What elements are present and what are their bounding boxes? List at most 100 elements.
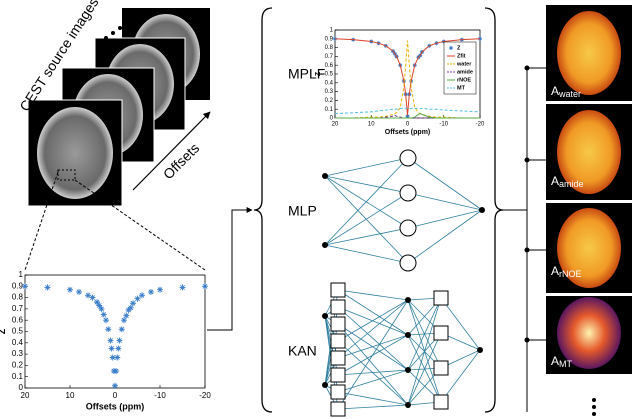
legend-label: amide bbox=[457, 69, 473, 75]
method-label: MLP bbox=[288, 203, 317, 219]
x-tick-label: -20 bbox=[476, 122, 485, 128]
node bbox=[405, 297, 411, 303]
x-tick-label: -20 bbox=[199, 391, 211, 400]
series-line bbox=[334, 38, 481, 116]
x-tick-label: 0 bbox=[406, 122, 410, 128]
y-tick-label: 0.9 bbox=[12, 281, 24, 290]
marker bbox=[67, 286, 73, 293]
edge bbox=[337, 323, 409, 406]
y-tick-label: 0.2 bbox=[325, 98, 334, 104]
marker bbox=[130, 300, 136, 307]
edge bbox=[324, 175, 409, 264]
marker bbox=[148, 288, 154, 295]
marker bbox=[113, 368, 120, 375]
marker bbox=[118, 326, 125, 333]
legend-label: Z bbox=[457, 45, 461, 51]
y-tick-label: 0.3 bbox=[325, 89, 334, 95]
legend-label: rNOE bbox=[457, 77, 471, 83]
marker bbox=[44, 284, 51, 291]
y-tick-label: 0.6 bbox=[325, 63, 334, 69]
y-tick-label: 0.1 bbox=[325, 107, 334, 113]
maps bbox=[546, 5, 632, 416]
marker bbox=[202, 283, 208, 290]
edge bbox=[324, 157, 409, 177]
y-tick-label: 0.6 bbox=[12, 315, 24, 324]
legend-label: MT bbox=[457, 85, 466, 91]
spline-unit bbox=[330, 282, 346, 298]
y-tick-label: 0.1 bbox=[12, 372, 24, 381]
spline-unit bbox=[330, 333, 346, 349]
y-tick-label: 0 bbox=[330, 116, 334, 122]
x-tick-label: 20 bbox=[332, 122, 339, 128]
edge bbox=[337, 404, 409, 410]
map-label-sub: water bbox=[558, 89, 581, 99]
y-tick-label: 0.8 bbox=[12, 293, 24, 302]
edge bbox=[337, 323, 409, 371]
brace bbox=[253, 7, 273, 413]
spline-unit bbox=[433, 325, 449, 341]
edge bbox=[440, 349, 481, 403]
edge bbox=[337, 289, 409, 336]
x-axis-label: Offsets (ppm) bbox=[86, 402, 145, 412]
marker bbox=[116, 337, 123, 344]
neuron bbox=[399, 219, 417, 237]
series-line bbox=[335, 114, 480, 119]
series-line bbox=[335, 40, 480, 119]
edge bbox=[324, 227, 409, 246]
offsets-arrow bbox=[132, 111, 211, 191]
method-label: KAN bbox=[288, 343, 317, 359]
marker bbox=[139, 292, 145, 299]
neuron bbox=[399, 149, 417, 167]
edge bbox=[337, 289, 409, 301]
y-tick-label: 0.9 bbox=[325, 36, 334, 42]
edge bbox=[337, 334, 409, 359]
spline-unit bbox=[330, 350, 346, 366]
y-axis-label: Z bbox=[315, 71, 322, 76]
edge bbox=[337, 369, 409, 376]
map-label: Awater bbox=[551, 84, 581, 99]
node bbox=[322, 173, 328, 179]
x-tick-label: -10 bbox=[439, 122, 448, 128]
marker bbox=[108, 345, 115, 352]
spline-unit bbox=[330, 367, 346, 383]
node bbox=[479, 207, 485, 213]
marker bbox=[134, 295, 141, 302]
x-tick-label: 10 bbox=[368, 122, 375, 128]
y-tick-label: 1 bbox=[19, 270, 24, 279]
edge bbox=[337, 369, 409, 393]
plot-frame bbox=[24, 274, 206, 389]
marker bbox=[405, 114, 410, 119]
y-tick-label: 0.7 bbox=[12, 304, 24, 313]
y-tick-label: 0.8 bbox=[325, 45, 334, 51]
map-label-base: A bbox=[551, 264, 559, 278]
map-label-base: A bbox=[551, 354, 559, 368]
connector bbox=[207, 207, 253, 331]
map-label: AMT bbox=[551, 354, 573, 369]
x-tick-label: 10 bbox=[66, 391, 75, 400]
edge bbox=[407, 209, 483, 264]
edge bbox=[324, 175, 409, 194]
legend-box bbox=[443, 41, 477, 95]
y-tick-label: 0.2 bbox=[12, 361, 24, 370]
edge bbox=[337, 299, 409, 342]
neuron bbox=[399, 184, 417, 202]
node bbox=[322, 382, 328, 388]
edge bbox=[440, 297, 481, 351]
offsets-label: Offsets bbox=[160, 140, 202, 182]
edge bbox=[337, 299, 409, 359]
marker bbox=[96, 302, 103, 309]
marker bbox=[85, 292, 91, 299]
marker bbox=[94, 299, 100, 306]
node bbox=[322, 313, 328, 319]
legend-label: water bbox=[456, 61, 472, 67]
marker bbox=[109, 354, 116, 361]
map-label: Aamide bbox=[551, 174, 584, 189]
map-label-base: A bbox=[551, 84, 559, 98]
edge bbox=[337, 299, 409, 410]
y-tick-label: 0 bbox=[19, 383, 24, 392]
marker bbox=[100, 311, 107, 318]
marker bbox=[121, 317, 127, 324]
node bbox=[322, 242, 328, 248]
spline-unit bbox=[433, 360, 449, 376]
zoom-line bbox=[74, 179, 206, 271]
